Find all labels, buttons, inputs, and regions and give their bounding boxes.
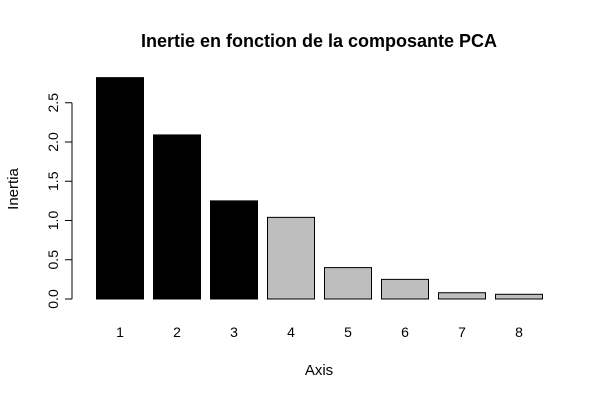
x-tick-label: 3 (230, 324, 238, 340)
x-tick-labels: 1 2 3 4 5 6 7 8 (116, 324, 523, 340)
bar-axis-2 (153, 134, 201, 300)
bars-group (96, 77, 543, 300)
x-axis-label: Axis (305, 362, 333, 379)
y-tick-label: 1.0 (45, 211, 61, 231)
y-tick-label: 2.0 (45, 132, 61, 152)
y-tick-label: 1.5 (45, 171, 61, 191)
bar-axis-7 (438, 292, 486, 300)
bar-axis-5 (324, 267, 372, 300)
x-tick-label: 2 (173, 324, 181, 340)
y-axis-label: Inertia (5, 168, 22, 210)
x-tick-label: 4 (287, 324, 295, 340)
bar-axis-1 (96, 77, 144, 300)
chart-title: Inertie en fonction de la composante PCA (141, 31, 497, 51)
y-tick-label: 0.0 (45, 289, 61, 309)
x-tick-label: 7 (458, 324, 466, 340)
x-tick-label: 5 (344, 324, 352, 340)
y-axis: 0.0 0.5 1.0 1.5 2.0 2.5 (45, 93, 73, 309)
x-tick-label: 6 (401, 324, 409, 340)
bar-axis-8 (495, 293, 543, 300)
bar-axis-4 (267, 216, 315, 300)
bar-axis-6 (381, 278, 429, 300)
y-tick-label: 2.5 (45, 93, 61, 113)
x-tick-label: 1 (116, 324, 124, 340)
x-tick-label: 8 (515, 324, 523, 340)
y-tick-label: 0.5 (45, 250, 61, 270)
bar-axis-3 (210, 200, 258, 300)
